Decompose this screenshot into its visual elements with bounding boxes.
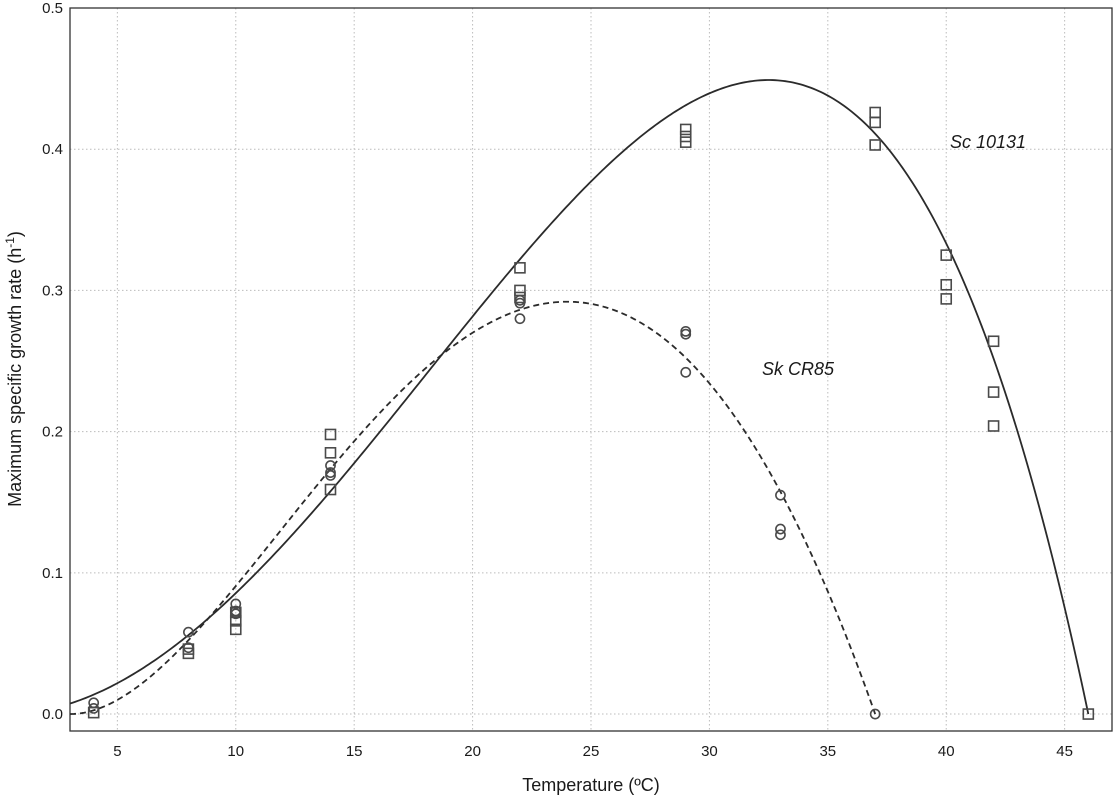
- circle-marker: [775, 489, 786, 501]
- y-axis-title: Maximum specific growth rate (h-1): [3, 231, 25, 507]
- square-marker: [514, 291, 526, 304]
- square-marker: [940, 278, 953, 291]
- x-tick-label: 40: [938, 743, 955, 760]
- square-marker: [324, 483, 337, 496]
- square-marker: [1082, 708, 1095, 720]
- fit-curves: [69, 79, 1090, 715]
- square-marker: [987, 386, 1000, 398]
- x-tick-label: 45: [1056, 743, 1073, 760]
- series-label-sc-10131: Sc 10131: [950, 132, 1026, 152]
- y-tick-label: 0.1: [42, 565, 63, 582]
- square-marker: [940, 293, 953, 305]
- square-marker: [869, 106, 881, 119]
- circle-marker: [230, 608, 242, 620]
- y-tick-label: 0.0: [42, 706, 63, 723]
- x-tick-label: 35: [819, 743, 836, 760]
- series-labels: Sc 10131 Sk CR85: [762, 132, 1026, 379]
- x-tick-label: 25: [583, 743, 600, 760]
- square-marker: [869, 116, 881, 129]
- y-tick-label: 0.4: [42, 141, 63, 158]
- circle-marker: [88, 703, 100, 714]
- y-tick-label: 0.2: [42, 424, 63, 441]
- square-marker: [987, 420, 1000, 432]
- fit-curve-sc-10131: [69, 79, 1090, 715]
- x-tick-labels: 5 10 15 20 25 30 35 40 45: [113, 743, 1073, 760]
- square-marker: [987, 335, 1000, 348]
- series-label-sk-cr85: Sk CR85: [762, 359, 835, 379]
- circle-marker: [680, 366, 692, 378]
- circle-marker: [325, 470, 336, 481]
- circle-marker: [680, 328, 692, 340]
- x-tick-label: 20: [464, 743, 481, 760]
- plot-frame: [69, 7, 1113, 732]
- x-tick-label: 30: [701, 743, 718, 760]
- y-tick-label: 0.5: [42, 0, 63, 17]
- circle-marker: [869, 708, 881, 720]
- square-marker: [514, 262, 526, 274]
- data-markers: [87, 106, 1095, 720]
- y-tick-label: 0.3: [42, 282, 63, 299]
- fit-curve-sk-cr85: [69, 300, 877, 715]
- circle-marker: [183, 626, 194, 638]
- x-tick-label: 15: [346, 743, 363, 760]
- x-axis-title: Temperature (ºC): [522, 775, 660, 795]
- circle-marker: [183, 642, 194, 654]
- square-marker: [940, 249, 953, 261]
- square-marker: [679, 123, 692, 136]
- square-marker: [324, 447, 337, 459]
- square-marker: [679, 130, 692, 143]
- square-marker: [869, 139, 881, 151]
- square-marker: [229, 623, 242, 636]
- circle-marker: [775, 529, 786, 541]
- circle-marker: [514, 313, 526, 325]
- circle-marker: [88, 697, 100, 709]
- x-tick-label: 5: [113, 743, 121, 760]
- y-tick-labels: 0.0 0.1 0.2 0.3 0.4 0.5: [42, 0, 63, 723]
- circle-marker: [514, 297, 526, 309]
- grid: [70, 8, 1112, 731]
- square-marker: [324, 428, 337, 441]
- circle-marker: [775, 523, 786, 535]
- x-tick-label: 10: [227, 743, 244, 760]
